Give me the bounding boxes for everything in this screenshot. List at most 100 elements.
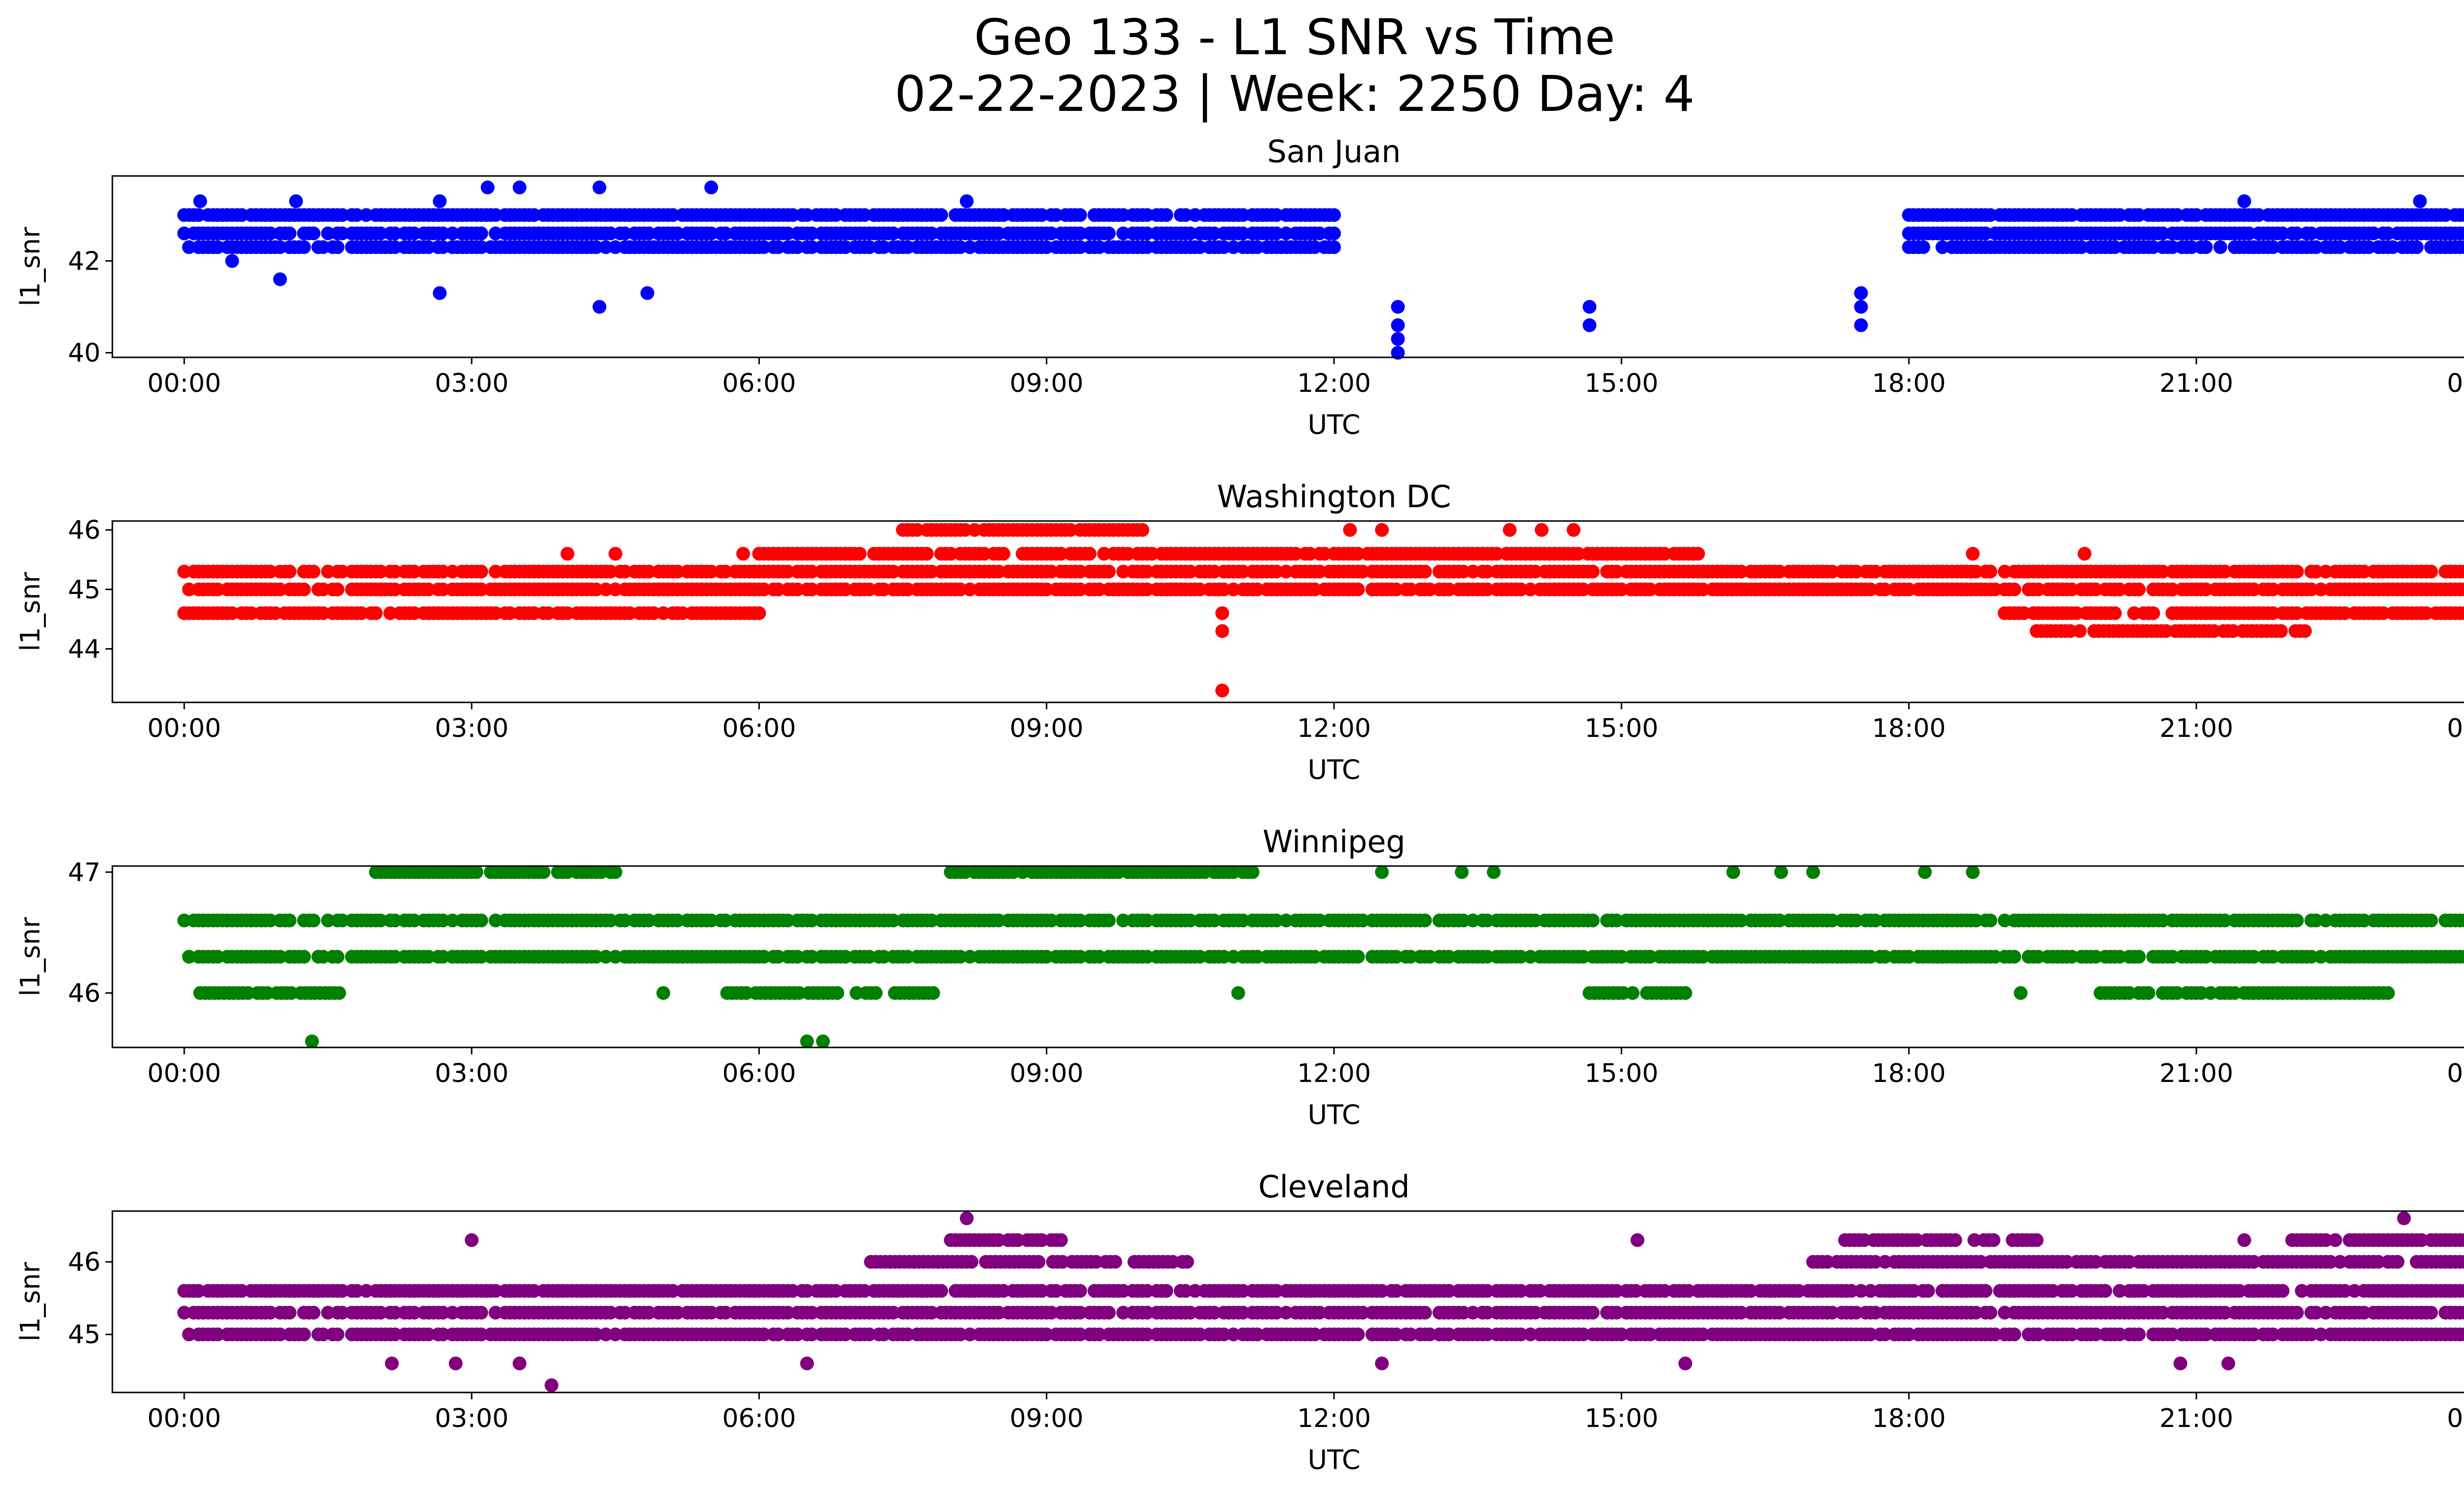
data-point	[1921, 1284, 1935, 1298]
data-point	[1643, 950, 1657, 964]
x-tick-label: 03:00	[435, 369, 509, 398]
data-point	[2007, 950, 2021, 964]
data-point	[1327, 226, 1341, 241]
data-point	[608, 865, 622, 879]
data-point	[1351, 582, 1365, 596]
data-point	[182, 1327, 196, 1342]
data-point	[1073, 950, 1087, 964]
data-point	[2458, 226, 2464, 241]
data-point	[2218, 564, 2232, 579]
data-point	[1035, 1233, 1049, 1247]
data-point	[2194, 986, 2208, 1000]
data-point	[1140, 582, 1154, 596]
data-point	[1092, 950, 1106, 964]
data-point	[1308, 950, 1322, 964]
data-point	[2113, 1284, 2127, 1298]
data-point	[926, 986, 940, 1000]
x-axis-label: UTC	[1307, 754, 1360, 785]
data-point	[953, 582, 967, 596]
data-point	[599, 950, 613, 964]
x-tick-label: 00:00	[147, 714, 221, 743]
data-point	[1035, 1284, 1049, 1298]
data-point	[886, 226, 900, 241]
data-point	[2319, 1233, 2333, 1247]
data-point	[210, 1327, 225, 1342]
data-point	[307, 1306, 321, 1320]
data-point	[1269, 208, 1284, 222]
x-tick-label: 12:00	[1297, 369, 1371, 398]
data-point	[963, 1327, 977, 1342]
data-point	[2463, 585, 2464, 594]
data-point	[671, 226, 685, 241]
x-tick-label: 09:00	[1010, 714, 1084, 743]
data-point	[335, 913, 349, 928]
data-point	[1466, 1306, 1480, 1320]
data-point	[996, 1284, 1011, 1298]
x-tick-label: 15:00	[1584, 1059, 1658, 1088]
data-point	[2173, 1356, 2188, 1371]
data-point	[1215, 606, 1230, 620]
data-point	[2199, 582, 2213, 596]
data-point	[1159, 1284, 1173, 1298]
data-point	[2108, 240, 2122, 254]
data-point	[2108, 606, 2122, 620]
data-point	[2170, 208, 2184, 222]
data-point	[289, 194, 303, 209]
subplot-title: Cleveland	[1258, 1169, 1409, 1205]
data-point	[1988, 950, 2002, 964]
data-point	[1902, 582, 1916, 596]
data-point	[1854, 318, 1868, 332]
data-point	[2463, 1308, 2464, 1317]
data-point	[1073, 240, 1087, 254]
data-point	[225, 254, 239, 268]
data-point	[1102, 1306, 1116, 1320]
y-tick-label: 40	[68, 339, 101, 368]
data-point	[1159, 208, 1173, 222]
data-point	[1178, 1284, 1193, 1298]
data-point	[2088, 1327, 2103, 1342]
data-point	[480, 180, 495, 195]
data-point	[2031, 950, 2046, 964]
data-point	[407, 564, 421, 579]
data-point	[622, 606, 637, 620]
x-tick-label: 00:00	[2447, 1404, 2464, 1433]
data-point	[853, 547, 867, 561]
data-point	[2294, 1284, 2309, 1298]
data-point	[488, 913, 503, 928]
x-tick-label: 18:00	[1872, 714, 1946, 743]
data-point	[235, 208, 249, 222]
data-point	[704, 180, 719, 195]
data-point	[1054, 547, 1068, 561]
data-point	[354, 606, 369, 620]
x-tick-label: 03:00	[435, 714, 509, 743]
data-point	[1308, 1327, 1322, 1342]
data-point	[2165, 1327, 2180, 1342]
data-point	[560, 606, 575, 620]
data-point	[757, 1327, 771, 1342]
data-point	[618, 1306, 632, 1320]
data-point	[996, 547, 1011, 561]
data-point	[1193, 950, 1207, 964]
data-point	[1044, 1306, 1059, 1320]
data-point	[771, 950, 786, 964]
data-point	[235, 1284, 249, 1298]
data-point	[1145, 547, 1159, 561]
data-point	[1207, 564, 1221, 579]
data-point	[2275, 1284, 2290, 1298]
data-point	[321, 913, 335, 928]
data-point	[992, 564, 1006, 579]
data-point	[1576, 582, 1590, 596]
data-point	[953, 240, 967, 254]
x-tick-label: 21:00	[2159, 1059, 2233, 1088]
data-point	[335, 208, 349, 222]
data-point	[330, 582, 344, 596]
data-point	[1969, 913, 1983, 928]
data-point	[436, 582, 450, 596]
data-point	[671, 1306, 685, 1320]
data-point	[959, 1211, 974, 1225]
data-point	[704, 1306, 719, 1320]
data-point	[592, 300, 607, 314]
data-point	[2298, 624, 2312, 638]
data-point	[244, 606, 258, 620]
data-point	[182, 950, 196, 964]
